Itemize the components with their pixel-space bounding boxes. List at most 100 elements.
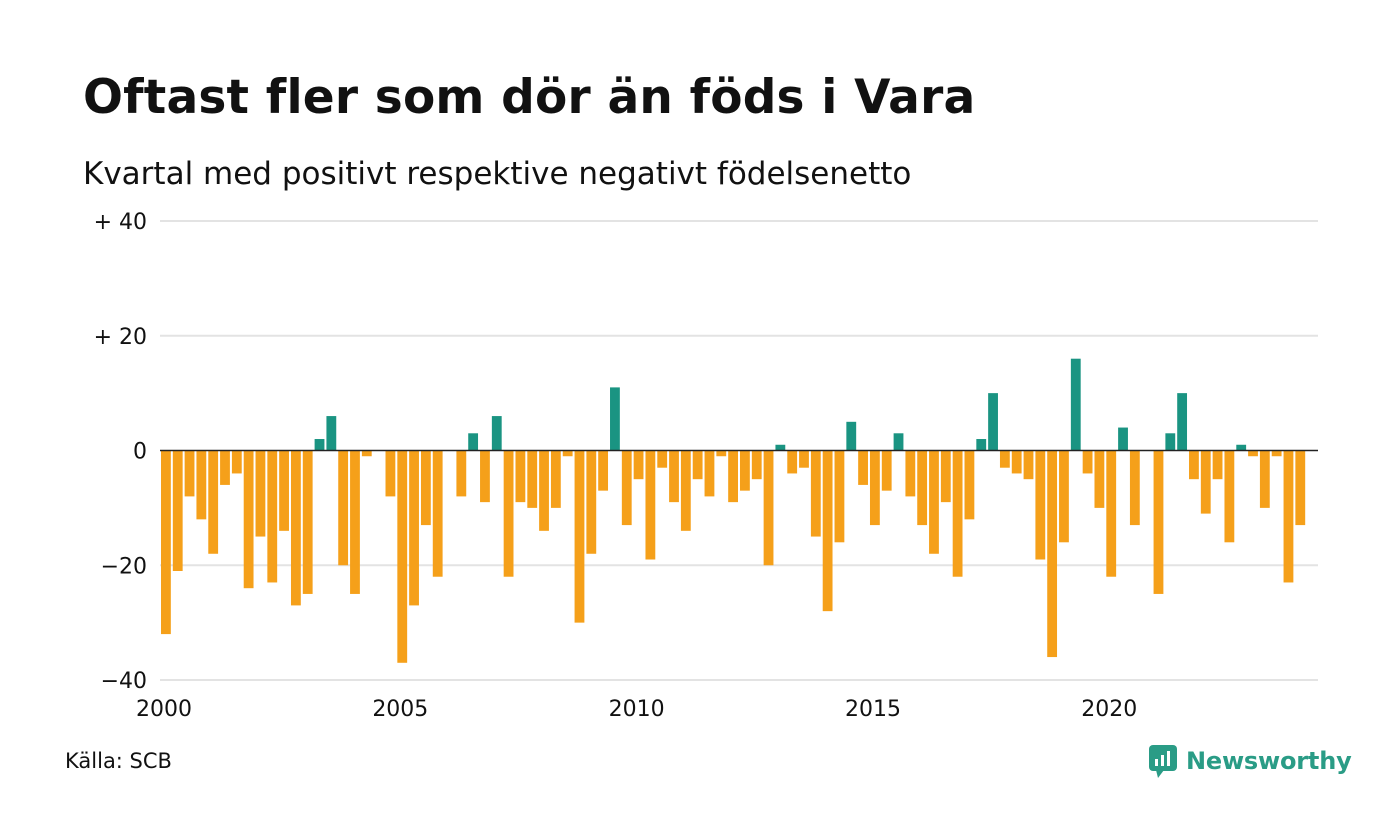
bar-negative [539, 450, 549, 531]
bar-negative [1129, 450, 1140, 526]
bar-negative [704, 450, 715, 497]
bar-negative [621, 450, 632, 526]
bar-positive [610, 387, 620, 451]
bar-negative [692, 450, 703, 480]
bar-positive [326, 416, 337, 451]
bar-negative [1212, 450, 1223, 480]
bar-negative [208, 450, 219, 554]
y-tick-label: + 40 [94, 210, 147, 235]
bar-negative [1035, 450, 1046, 560]
bar-negative [881, 450, 892, 491]
bar-negative [999, 450, 1010, 468]
bar-positive [893, 433, 904, 451]
bar-negative [409, 450, 419, 606]
bar-negative [1295, 450, 1306, 526]
bars [161, 358, 1306, 663]
bar-positive [775, 444, 786, 451]
brand-logo: Newsworthy [1148, 743, 1352, 779]
bar-negative [574, 450, 585, 623]
bar-negative [858, 450, 868, 485]
x-tick-label: 2015 [845, 697, 901, 722]
bar-positive [491, 416, 502, 451]
bar-negative [740, 450, 750, 491]
bar-negative [598, 450, 609, 491]
x-tick-label: 2010 [609, 697, 665, 722]
bar-positive [1070, 358, 1081, 451]
x-axis-labels: 2000 2005 2010 2015 2020 [136, 697, 1137, 722]
bar-positive [846, 421, 857, 451]
bar-negative [1259, 450, 1270, 508]
y-axis-labels: + 40 + 20 0 −20 −40 [94, 210, 147, 694]
bar-negative [290, 450, 301, 606]
bar-negative [1153, 450, 1164, 594]
bar-negative [929, 450, 939, 554]
bar-negative [763, 450, 774, 566]
bar-negative [515, 450, 526, 503]
bar-positive [1236, 444, 1247, 451]
bar-negative [799, 450, 809, 468]
bar-negative [196, 450, 207, 520]
bar-negative [302, 450, 313, 594]
bar-positive [1165, 433, 1176, 451]
bar-negative [385, 450, 396, 497]
brand-name: Newsworthy [1186, 747, 1352, 775]
chart-title: Oftast fler som dör än föds i Vara [83, 70, 976, 125]
y-tick-label: 0 [133, 440, 147, 465]
bar-negative [1047, 450, 1058, 658]
bar-negative [432, 450, 443, 577]
bar-negative [397, 450, 408, 663]
bar-negative [1023, 450, 1034, 480]
bar-negative [562, 450, 573, 457]
bar-negative [231, 450, 242, 474]
x-tick-label: 2000 [136, 697, 192, 722]
bar-negative [787, 450, 798, 474]
bar-negative [716, 450, 727, 457]
bar-negative [822, 450, 833, 612]
bar-negative [420, 450, 431, 526]
bar-negative [1106, 450, 1117, 577]
bar-negative [550, 450, 561, 508]
bar-negative [267, 450, 278, 583]
bar-positive [468, 433, 479, 451]
bar-negative [810, 450, 821, 537]
bar-negative [680, 450, 691, 531]
bar-positive [976, 439, 987, 451]
bar-negative [243, 450, 254, 589]
bar-negative [905, 450, 916, 497]
bar-negative [917, 450, 928, 526]
bar-negative [480, 450, 490, 503]
bar-negative [350, 450, 360, 594]
bar-negative [645, 450, 656, 560]
bar-negative [184, 450, 195, 497]
bar-negative [456, 450, 467, 497]
bar-negative [1082, 450, 1093, 474]
bar-negative [1200, 450, 1211, 514]
bar-positive [988, 393, 998, 451]
bar-positive [1118, 427, 1128, 451]
bar-negative [669, 450, 679, 503]
y-tick-label: −40 [101, 669, 147, 694]
bar-negative [751, 450, 762, 480]
bar-negative [1094, 450, 1105, 508]
bar-negative [338, 450, 349, 566]
bar-negative [220, 450, 230, 485]
bar-negative [940, 450, 951, 503]
chart-subtitle: Kvartal med positivt respektive negativt… [83, 156, 912, 192]
bar-negative [586, 450, 597, 554]
bar-negative [834, 450, 845, 543]
x-tick-label: 2020 [1081, 697, 1137, 722]
bar-negative [279, 450, 289, 531]
bar-negative [255, 450, 266, 537]
bar-negative [1271, 450, 1282, 457]
bar-negative [869, 450, 880, 526]
bar-negative [1224, 450, 1235, 543]
grid-lines [160, 220, 1318, 681]
y-tick-label: −20 [101, 554, 147, 579]
bar-negative [964, 450, 975, 520]
source-note: Källa: SCB [65, 749, 172, 773]
bar-negative [1011, 450, 1022, 474]
bar-negative [161, 450, 171, 635]
bar-negative [633, 450, 644, 480]
bar-positive [314, 439, 325, 451]
